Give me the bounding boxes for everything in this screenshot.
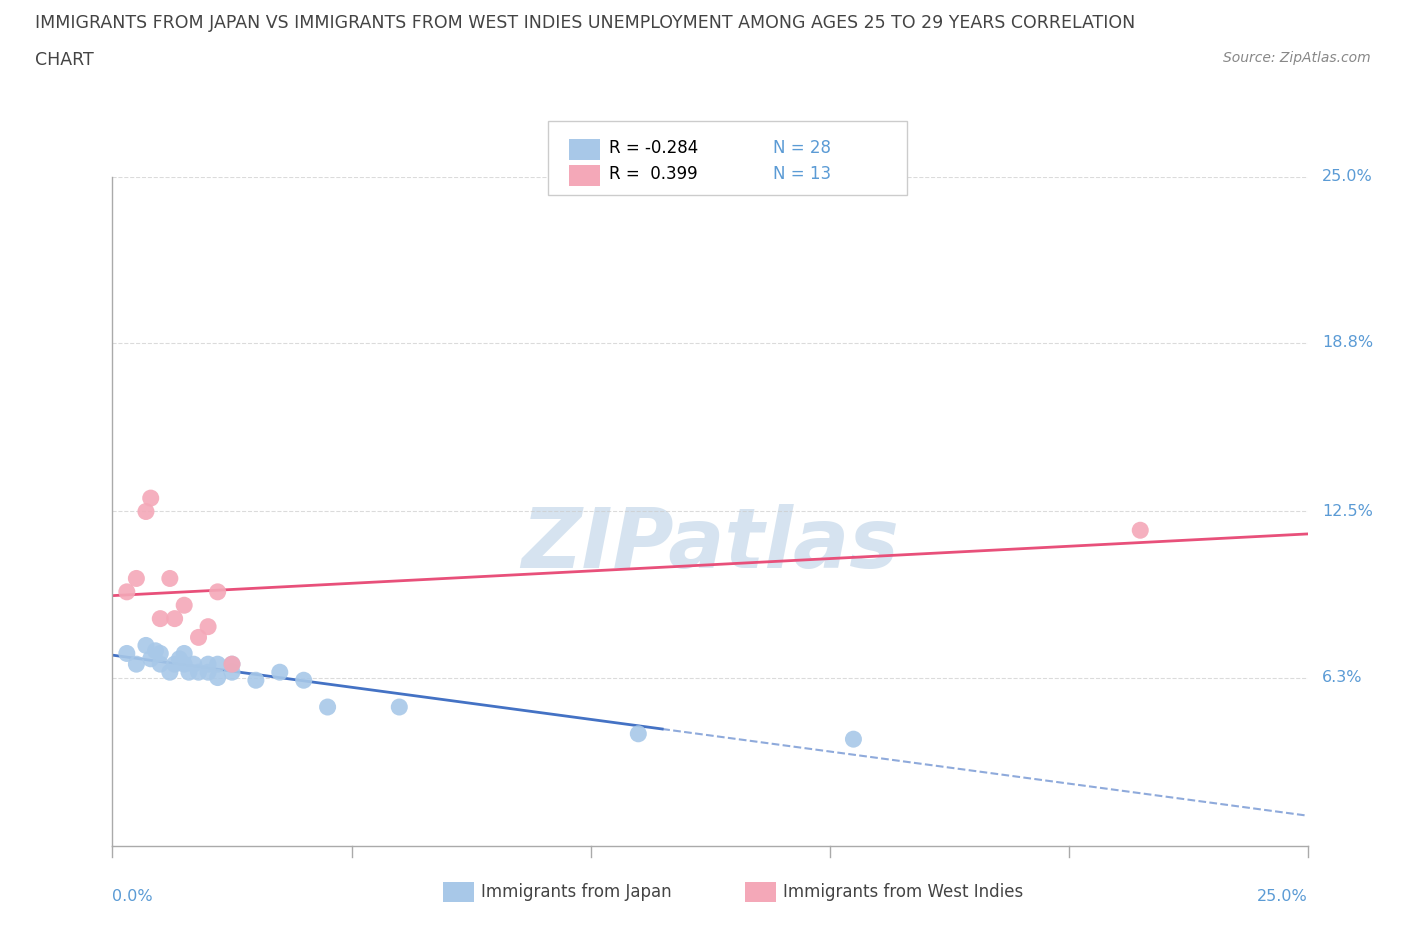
- Point: [173, 598, 195, 613]
- Point: [149, 646, 172, 661]
- Point: [207, 584, 229, 599]
- Point: [139, 651, 162, 666]
- Text: 0.0%: 0.0%: [112, 889, 153, 904]
- Text: R =  0.399: R = 0.399: [609, 166, 697, 183]
- Point: [221, 657, 243, 671]
- Text: N = 28: N = 28: [773, 140, 831, 157]
- Point: [221, 665, 243, 680]
- Point: [115, 646, 138, 661]
- Point: [163, 657, 186, 671]
- Point: [145, 644, 167, 658]
- Point: [159, 665, 181, 680]
- Point: [292, 672, 315, 687]
- Text: CHART: CHART: [35, 51, 94, 69]
- Text: 25.0%: 25.0%: [1257, 889, 1308, 904]
- Point: [197, 619, 219, 634]
- Point: [135, 504, 157, 519]
- Text: 18.8%: 18.8%: [1322, 335, 1374, 351]
- Text: 25.0%: 25.0%: [1322, 169, 1372, 184]
- Point: [842, 732, 865, 747]
- Point: [149, 611, 172, 626]
- Point: [187, 630, 209, 644]
- Point: [173, 646, 195, 661]
- Point: [207, 657, 229, 671]
- Point: [1129, 523, 1152, 538]
- Text: ZIPatlas: ZIPatlas: [522, 504, 898, 586]
- Point: [187, 665, 209, 680]
- Text: N = 13: N = 13: [773, 166, 831, 183]
- Point: [115, 584, 138, 599]
- Point: [149, 657, 172, 671]
- Point: [183, 657, 205, 671]
- Text: Immigrants from Japan: Immigrants from Japan: [481, 883, 672, 901]
- Text: Immigrants from West Indies: Immigrants from West Indies: [783, 883, 1024, 901]
- Text: 6.3%: 6.3%: [1322, 670, 1362, 685]
- Point: [269, 665, 291, 680]
- Point: [125, 657, 148, 671]
- Text: Source: ZipAtlas.com: Source: ZipAtlas.com: [1223, 51, 1371, 65]
- Point: [139, 491, 162, 506]
- Point: [159, 571, 181, 586]
- Point: [207, 671, 229, 685]
- Text: 12.5%: 12.5%: [1322, 504, 1372, 519]
- Point: [169, 651, 191, 666]
- Point: [197, 657, 219, 671]
- Point: [177, 665, 200, 680]
- Text: R = -0.284: R = -0.284: [609, 140, 697, 157]
- Point: [135, 638, 157, 653]
- Point: [163, 611, 186, 626]
- Point: [245, 672, 267, 687]
- Point: [388, 699, 411, 714]
- Point: [125, 571, 148, 586]
- Point: [197, 665, 219, 680]
- Point: [316, 699, 339, 714]
- Point: [627, 726, 650, 741]
- Point: [221, 657, 243, 671]
- Text: IMMIGRANTS FROM JAPAN VS IMMIGRANTS FROM WEST INDIES UNEMPLOYMENT AMONG AGES 25 : IMMIGRANTS FROM JAPAN VS IMMIGRANTS FROM…: [35, 14, 1136, 32]
- Point: [173, 657, 195, 671]
